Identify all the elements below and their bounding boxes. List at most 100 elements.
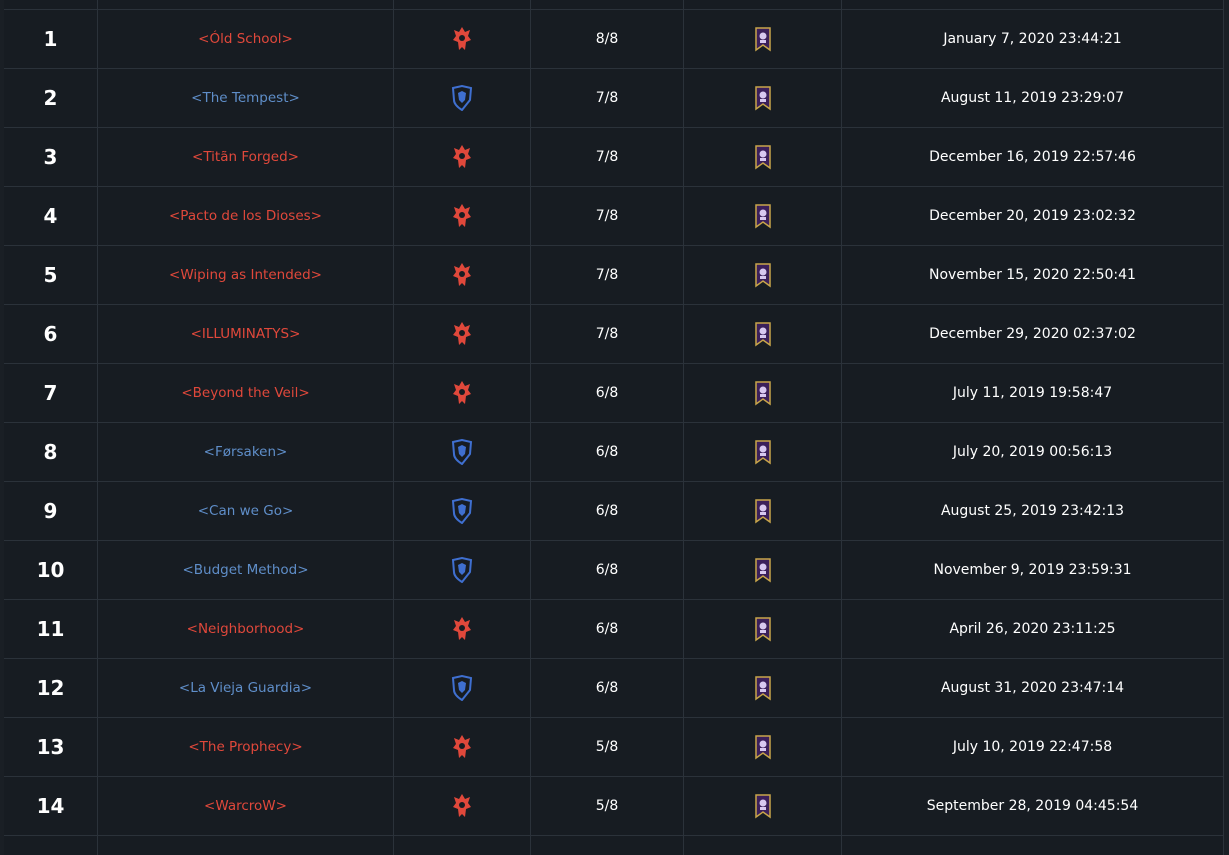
faction-icon [451,498,473,524]
date: April 26, 2020 23:11:25 [949,621,1116,637]
raid-icon [754,735,771,760]
guild-name[interactable]: <Wiping as Intended> [169,267,322,283]
faction-icon [451,675,473,701]
cell: August 31, 2020 23:47:14 [842,659,1224,717]
cell [394,423,531,481]
cell [531,836,684,855]
cell: 7/8 [531,69,684,127]
guild-name[interactable]: <Pacto de los Dioses> [169,208,322,224]
date: November 9, 2019 23:59:31 [933,562,1132,578]
cell: 10 [4,541,98,599]
cell [394,10,531,68]
date: January 7, 2020 23:44:21 [943,31,1122,47]
guild-name[interactable]: <ILLUMINATYS> [190,326,301,342]
faction-icon [453,735,471,758]
raid-icon [754,381,771,406]
cell: 6/8 [531,659,684,717]
guild-name[interactable]: <Óld School> [198,31,293,47]
cell [98,0,394,9]
guild-name[interactable]: <Førsaken> [203,444,288,460]
cell: August 25, 2019 23:42:13 [842,482,1224,540]
guild-name[interactable]: <The Tempest> [191,90,300,106]
cell: <ILLUMINATYS> [98,305,394,363]
cell [684,423,842,481]
raid-icon [754,617,771,642]
progress: 5/8 [595,798,619,814]
table-row: 10 <Budget Method> 6/8 November 9, 2019 23:… [4,541,1224,600]
cell: <Budget Method> [98,541,394,599]
cell: 6/8 [531,423,684,481]
guild-name[interactable]: <The Prophecy> [188,739,303,755]
table-row: 1 <Óld School> 8/8 January 7, 2020 23:44:21 [4,10,1224,69]
cell: 3 [4,128,98,186]
cell [394,0,531,9]
cell [684,0,842,9]
cell: <The Tempest> [98,69,394,127]
date: August 11, 2019 23:29:07 [940,90,1125,106]
cell [684,246,842,304]
progress: 5/8 [595,739,619,755]
guild-name[interactable]: <WarcroW> [204,798,287,814]
cell: 5 [4,246,98,304]
table-row: 3 <Titãn Forged> 7/8 December 16, 2019 22:5… [4,128,1224,187]
raid-icon [754,263,771,288]
progress: 7/8 [595,267,619,283]
date: December 29, 2020 02:37:02 [929,326,1136,342]
cell: November 15, 2020 22:50:41 [842,246,1224,304]
cell: <WarcroW> [98,777,394,835]
guild-name[interactable]: <Budget Method> [182,562,309,578]
faction-icon [451,439,473,465]
date: July 10, 2019 22:47:58 [952,739,1113,755]
progress: 6/8 [595,385,619,401]
cell: 11 [4,600,98,658]
cell: <Pacto de los Dioses> [98,187,394,245]
cell [684,305,842,363]
cell: <Wiping as Intended> [98,246,394,304]
cell: <The Prophecy> [98,718,394,776]
rank: 1 [43,27,58,51]
cell [394,659,531,717]
cell: September 28, 2019 04:45:54 [842,777,1224,835]
rank: 12 [36,676,65,700]
cell [394,482,531,540]
cell [394,246,531,304]
table-row [4,836,1224,855]
cell: <La Vieja Guardia> [98,659,394,717]
rank: 13 [36,735,65,759]
rank: 5 [43,263,58,287]
cell [394,128,531,186]
guild-name[interactable]: <La Vieja Guardia> [178,680,313,696]
cell: 14 [4,777,98,835]
progress: 6/8 [595,444,619,460]
raid-icon [754,794,771,819]
cell: December 20, 2019 23:02:32 [842,187,1224,245]
cell [684,659,842,717]
cell: 7/8 [531,128,684,186]
guild-name[interactable]: <Beyond the Veil> [181,385,310,401]
cell: 6 [4,305,98,363]
cell [684,69,842,127]
cell [684,187,842,245]
cell [531,0,684,9]
rank: 7 [43,381,58,405]
guild-name[interactable]: <Neighborhood> [186,621,305,637]
cell: 5/8 [531,718,684,776]
date: December 16, 2019 22:57:46 [929,149,1136,165]
guild-name[interactable]: <Titãn Forged> [192,149,299,165]
table-row: 14 <WarcroW> 5/8 September 28, 2019 04:45:5… [4,777,1224,836]
guild-name[interactable]: <Can we Go> [197,503,294,519]
faction-icon [451,557,473,583]
cell: 13 [4,718,98,776]
cell [394,600,531,658]
date: December 20, 2019 23:02:32 [929,208,1136,224]
cell [394,777,531,835]
cell [842,0,1224,9]
rank: 8 [43,440,58,464]
cell: 6/8 [531,600,684,658]
faction-icon [453,263,471,286]
cell [4,0,98,9]
cell [394,305,531,363]
cell: 7/8 [531,246,684,304]
table-row: 12 <La Vieja Guardia> 6/8 August 31, 2020 2… [4,659,1224,718]
